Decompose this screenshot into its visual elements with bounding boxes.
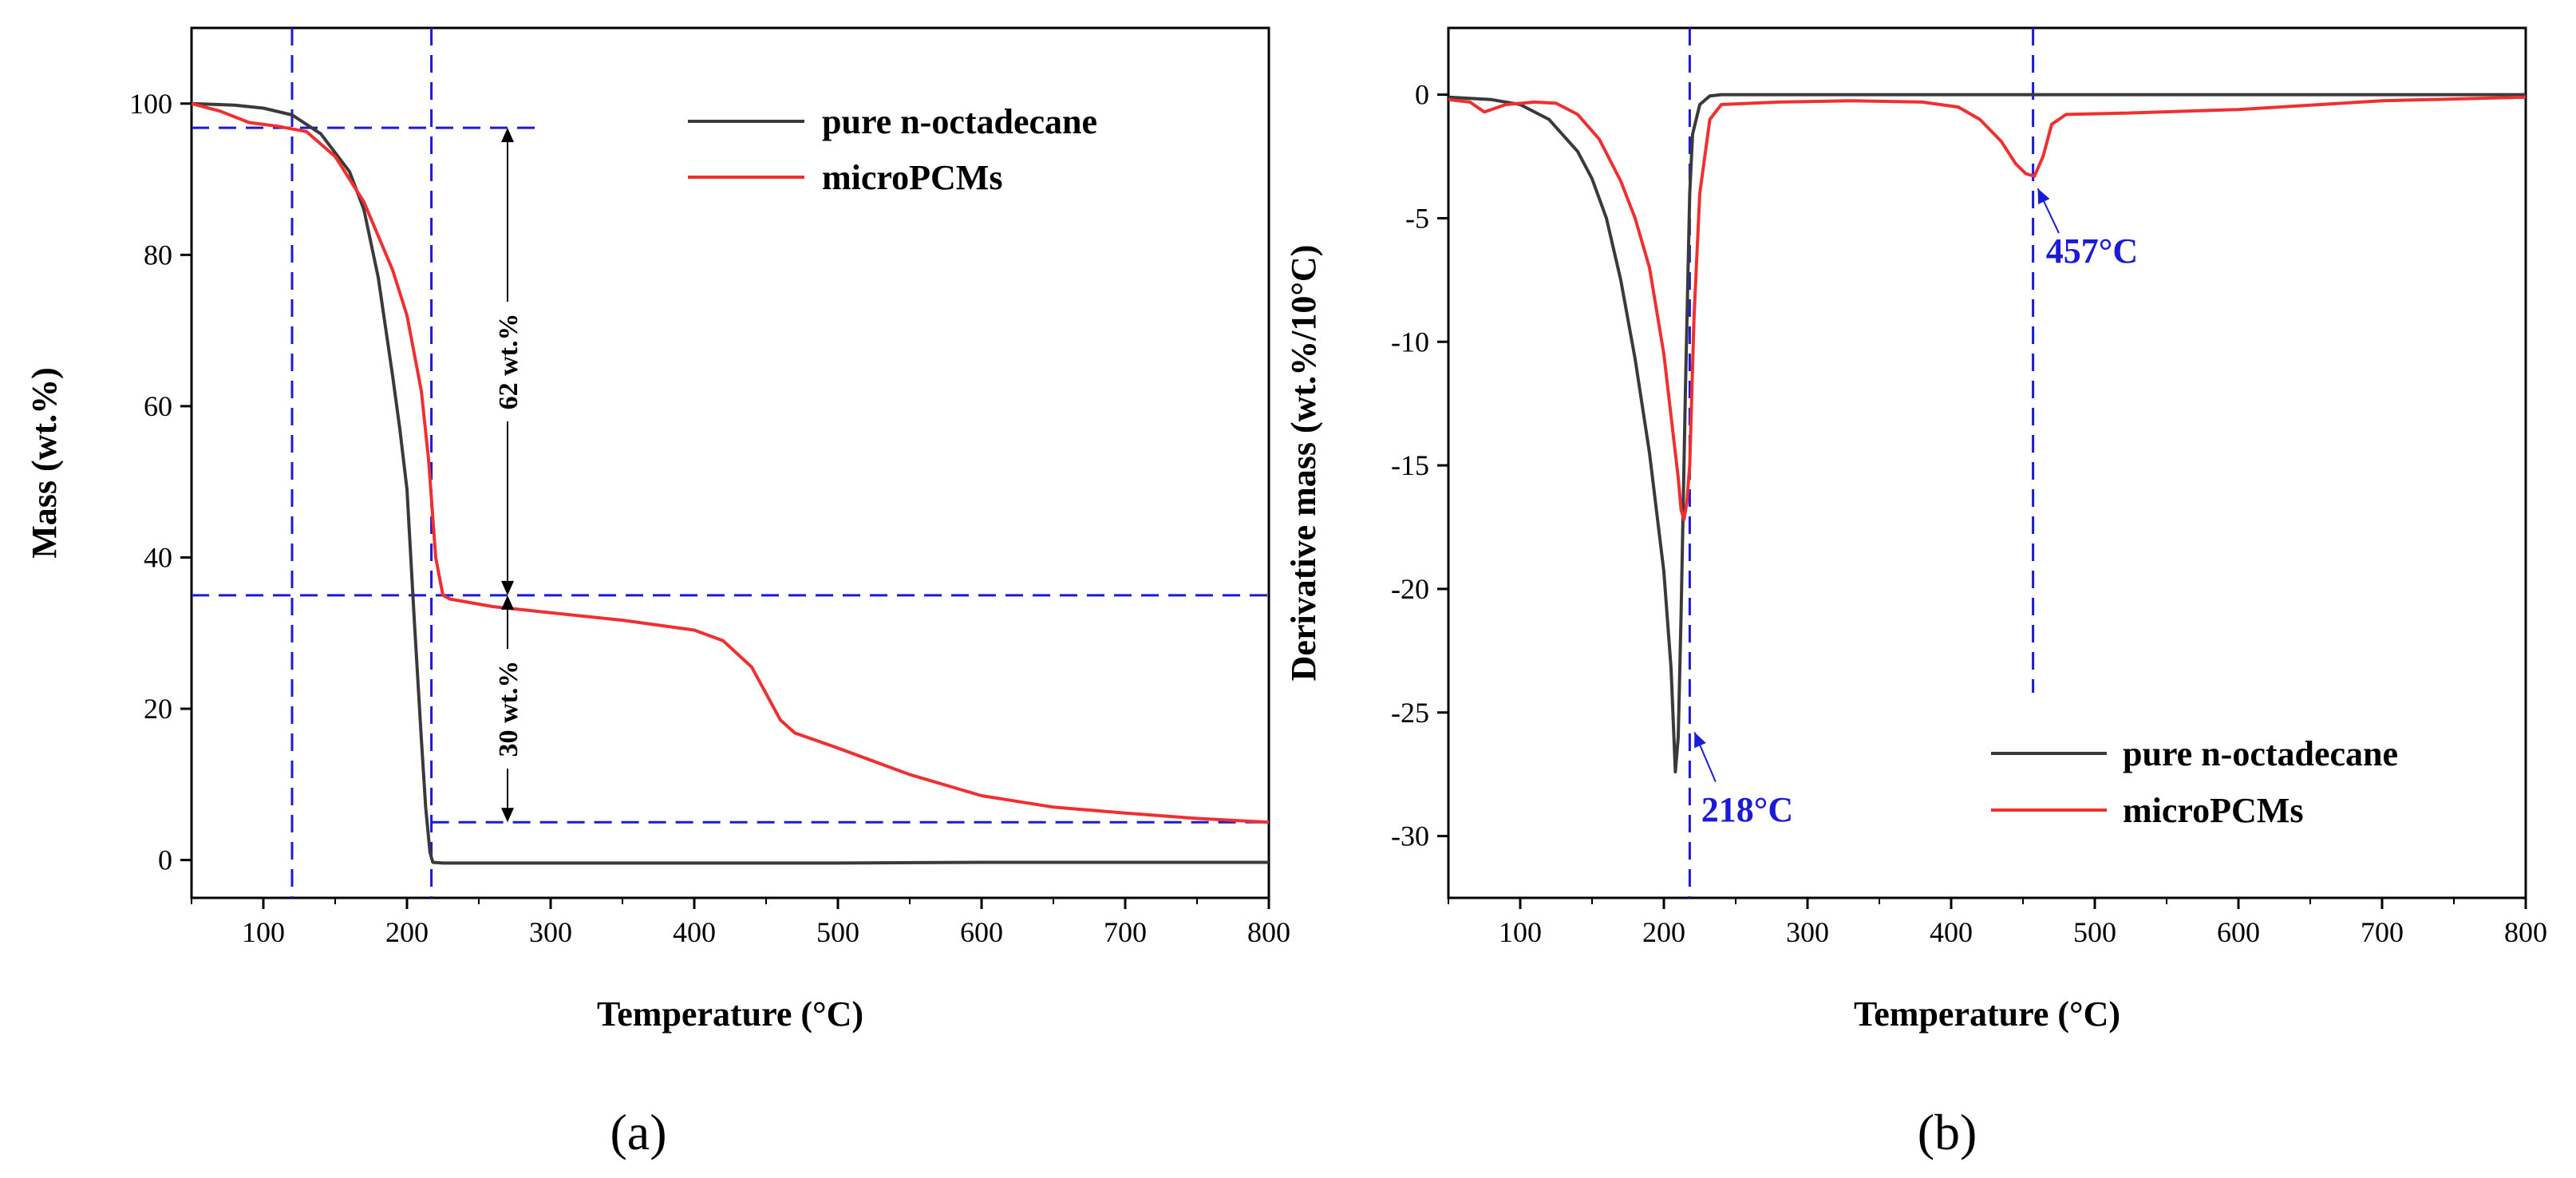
x-tick-label: 100 <box>242 916 285 948</box>
arrow-heads-a <box>501 128 514 823</box>
annotations-a: 62 wt.% 30 wt.% <box>490 128 525 823</box>
annotation-218: 218°C <box>1701 790 1793 829</box>
x-tick-label: 200 <box>385 916 429 948</box>
legend-label-micro-a: microPCMs <box>822 158 1002 197</box>
guide-lines-a <box>192 28 1269 898</box>
arrow-head <box>501 808 514 823</box>
guide-lines-b <box>1688 28 2035 898</box>
series-b <box>1448 93 2527 774</box>
plot-frame-a <box>190 26 1270 899</box>
arrow-heads-b <box>1694 188 2050 749</box>
y-tick-label: 0 <box>158 844 172 876</box>
legend-label-pure-b: pure n-octadecane <box>2123 734 2398 773</box>
annotation-bg-62 <box>490 301 525 421</box>
annotations-b: 218°C 457°C <box>1693 188 2138 829</box>
y-tick-label: 40 <box>144 541 172 573</box>
x-axis-title-a: Temperature (°C) <box>597 994 863 1034</box>
x-tick-label: 600 <box>960 916 1003 948</box>
y-tick-label: -10 <box>1391 326 1429 358</box>
series-line-micropcms <box>1448 95 2527 522</box>
arrow-head <box>501 580 514 595</box>
y-tick-label: 0 <box>1415 79 1429 111</box>
annotation-457: 457°C <box>2046 231 2138 271</box>
x-tick-label: 800 <box>1247 916 1290 948</box>
y-axis-title-b: Derivative mass (wt.%/10°C) <box>1284 245 1323 682</box>
x-tick-label: 500 <box>816 916 859 948</box>
y-tick-label: 80 <box>144 239 172 271</box>
x-tick-label: 300 <box>529 916 572 948</box>
series-a <box>191 101 1270 865</box>
y-axis-title-a: Mass (wt.%) <box>25 367 64 559</box>
x-tick-label: 700 <box>2361 916 2404 948</box>
legend-a: pure n-octadecane microPCMs <box>688 102 1097 197</box>
y-tick-label: 100 <box>129 88 172 120</box>
arrow-head <box>501 128 514 143</box>
plot-frame-b <box>1447 26 2527 899</box>
x-tick-label: 700 <box>1104 916 1147 948</box>
x-ticks-b: 100 200 300 400 500 600 700 800 <box>1448 898 2547 948</box>
x-axis-title-b: Temperature (°C) <box>1854 994 2120 1034</box>
legend-label-pure-a: pure n-octadecane <box>822 102 1097 141</box>
chart-a: 100 200 300 400 500 600 700 800 0 20 40 60 80 100 62… <box>25 26 1290 1160</box>
y-tick-label: -25 <box>1391 697 1429 729</box>
panel-label-b: (b) <box>1918 1104 1977 1160</box>
legend-b: pure n-octadecane microPCMs <box>1991 734 2398 830</box>
series-line-micropcms <box>191 101 1270 824</box>
y-tick-label: 60 <box>144 390 172 422</box>
arrow-head <box>501 595 514 610</box>
series-line-pure-n-octadecane <box>1448 93 2526 774</box>
x-tick-label: 400 <box>1930 916 1973 948</box>
x-ticks-a: 100 200 300 400 500 600 700 800 <box>191 898 1290 948</box>
arrow-head <box>1694 732 1706 749</box>
x-tick-label: 100 <box>1499 916 1542 948</box>
x-tick-label: 400 <box>673 916 716 948</box>
x-tick-label: 300 <box>1786 916 1829 948</box>
arrow-head <box>2037 188 2050 204</box>
series-line-pure-n-octadecane <box>191 101 1269 865</box>
y-ticks-b: 0 -5 -10 -15 -20 -25 -30 <box>1391 79 1448 852</box>
y-tick-label: -15 <box>1391 449 1429 481</box>
chart-b: 100 200 300 400 500 600 700 800 0 -5 -10 -15 -20 -25… <box>1284 26 2547 1160</box>
y-tick-label: -30 <box>1391 820 1429 852</box>
annotation-bg-30 <box>490 649 525 769</box>
panel-label-a: (a) <box>610 1104 666 1160</box>
y-ticks-a: 0 20 40 60 80 100 <box>129 88 192 876</box>
annotation-30-wt: 30 wt.% <box>494 661 523 757</box>
x-tick-label: 200 <box>1642 916 1685 948</box>
annotation-62-wt: 62 wt.% <box>494 314 523 410</box>
legend-label-micro-b: microPCMs <box>2123 791 2303 830</box>
y-tick-label: 20 <box>144 693 172 725</box>
y-tick-label: -20 <box>1391 573 1429 605</box>
x-tick-label: 800 <box>2504 916 2547 948</box>
x-tick-label: 500 <box>2073 916 2116 948</box>
x-tick-label: 600 <box>2217 916 2260 948</box>
y-tick-label: -5 <box>1405 202 1429 234</box>
